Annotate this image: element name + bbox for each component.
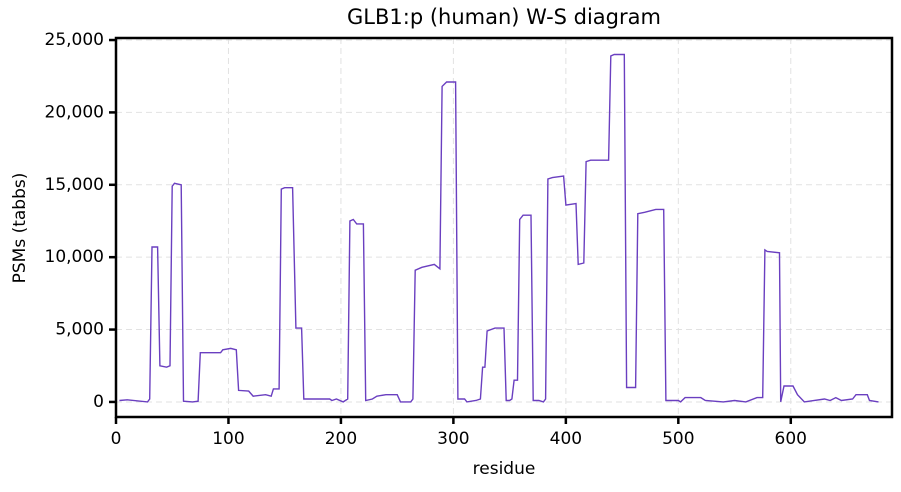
x-tick-label: 100 xyxy=(212,429,244,449)
x-tick-label: 600 xyxy=(775,429,807,449)
y-tick-label: 25,000 xyxy=(45,30,104,50)
y-tick-label: 0 xyxy=(93,392,104,412)
y-tick-label: 20,000 xyxy=(45,102,104,122)
y-tick-label: 5,000 xyxy=(55,320,104,340)
plot-frame xyxy=(114,36,894,419)
y-tick-label: 10,000 xyxy=(45,247,104,267)
x-tick-label: 400 xyxy=(550,429,582,449)
x-tick-label: 500 xyxy=(662,429,694,449)
chart-title: GLB1:p (human) W-S diagram xyxy=(347,5,661,29)
x-axis-label: residue xyxy=(473,459,536,479)
x-tick-label: 200 xyxy=(325,429,357,449)
x-tick-label: 0 xyxy=(111,429,122,449)
y-axis-label: PSMs (tabbs) xyxy=(10,173,30,284)
data-line xyxy=(119,53,879,403)
y-tick-label: 15,000 xyxy=(45,175,104,195)
x-tick-label: 300 xyxy=(437,429,469,449)
